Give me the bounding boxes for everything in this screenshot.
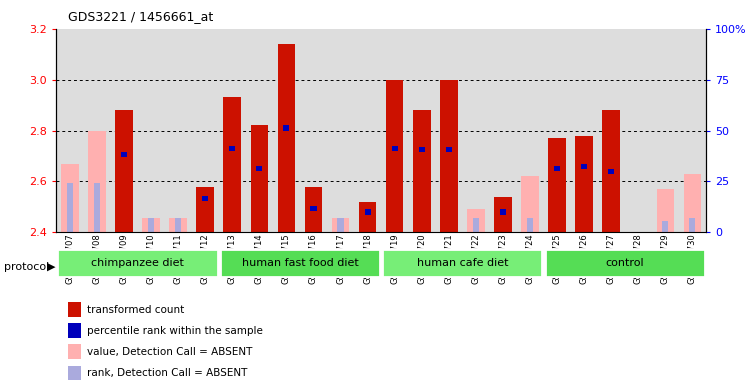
Bar [683,174,701,232]
Bar [256,166,262,171]
Bar [148,218,154,232]
Text: percentile rank within the sample: percentile rank within the sample [87,326,263,336]
Bar [548,138,566,232]
Bar [354,29,381,232]
Bar [581,164,587,169]
Bar [224,98,241,232]
Bar [273,29,300,232]
Bar [500,209,506,215]
Bar [652,29,679,232]
Bar [386,80,403,232]
Bar [137,29,164,232]
Bar [305,187,322,232]
Bar [67,183,73,232]
Text: rank, Detection Call = ABSENT: rank, Detection Call = ABSENT [87,368,248,378]
Bar [571,29,598,232]
Bar [61,164,79,232]
Bar [625,29,652,232]
Bar [175,218,181,232]
Bar [391,146,398,151]
Bar [169,218,187,232]
Bar [463,29,490,232]
Bar [283,126,289,131]
Text: human fast food diet: human fast food diet [242,258,358,268]
Bar [662,221,668,232]
Bar [94,183,100,232]
Bar [310,205,316,211]
Bar [88,131,106,232]
Bar [517,29,544,232]
Bar [121,152,127,157]
Bar [467,209,484,232]
Bar [300,29,327,232]
Bar [332,218,349,232]
Text: transformed count: transformed count [87,305,184,314]
Bar [554,166,560,171]
Text: value, Detection Call = ABSENT: value, Detection Call = ABSENT [87,347,252,357]
Bar [409,29,436,232]
Text: human cafe diet: human cafe diet [417,258,508,268]
FancyBboxPatch shape [544,249,705,277]
Bar [608,169,614,174]
Bar [197,187,214,232]
FancyBboxPatch shape [57,249,218,277]
Bar [219,29,246,232]
Text: protocol: protocol [4,262,49,272]
Text: control: control [605,258,644,268]
Bar [494,197,511,232]
Text: chimpanzee diet: chimpanzee diet [91,258,184,268]
Bar [413,110,430,232]
Bar [381,29,409,232]
Bar [142,218,160,232]
Bar [202,196,208,201]
Bar [679,29,706,232]
Bar [327,29,354,232]
Bar [359,202,376,232]
Bar [164,29,192,232]
FancyBboxPatch shape [382,249,542,277]
Bar [527,218,533,232]
Text: GDS3221 / 1456661_at: GDS3221 / 1456661_at [68,10,213,23]
Bar [473,218,479,232]
Bar [521,176,538,232]
Bar [115,110,133,232]
Bar [229,146,235,151]
Bar [192,29,219,232]
Bar [251,126,268,232]
Bar [575,136,593,232]
Bar [337,218,344,232]
Bar [56,29,83,232]
Bar [436,29,463,232]
Bar [490,29,517,232]
Bar [110,29,137,232]
Bar [246,29,273,232]
Bar [656,189,674,232]
Text: ▶: ▶ [47,262,55,272]
Bar [598,29,625,232]
Bar [440,80,457,232]
Bar [364,209,371,215]
Bar [446,147,452,152]
Bar [544,29,571,232]
FancyBboxPatch shape [220,249,380,277]
Bar [278,44,295,232]
Bar [602,110,620,232]
Bar [83,29,110,232]
Bar [689,218,695,232]
Bar [418,147,425,152]
